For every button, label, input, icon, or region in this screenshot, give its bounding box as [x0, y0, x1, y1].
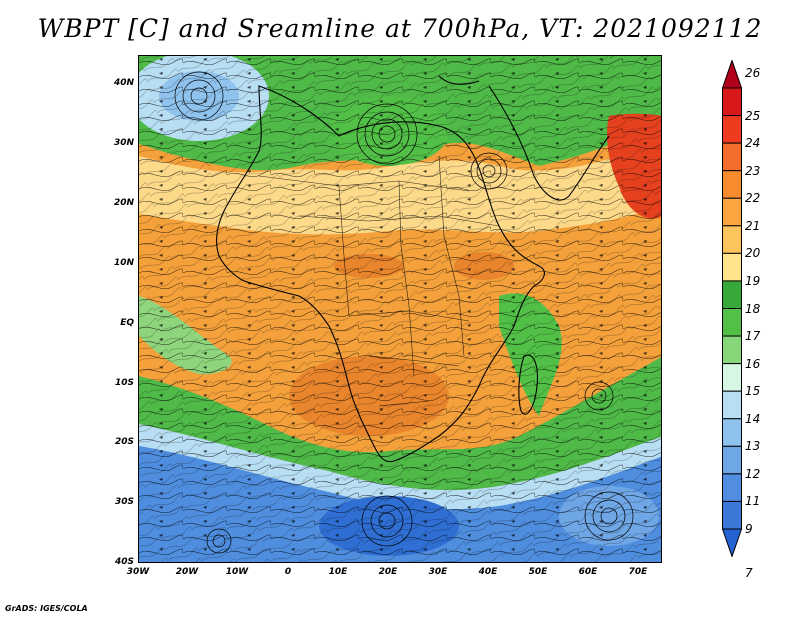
colorbar-swatch — [722, 473, 742, 502]
lon-label-20e: 20E — [378, 567, 398, 577]
colorbar-swatch — [722, 280, 742, 310]
lat-label-10n: 10N — [113, 258, 134, 268]
madagascar-coast — [518, 354, 538, 415]
colorbar-swatch — [722, 115, 742, 144]
colorbar-bottom-arrow — [722, 528, 742, 557]
country-borders — [258, 155, 500, 407]
cyclone-swirls — [174, 71, 634, 554]
colorbar-swatch — [722, 335, 742, 365]
lon-label-50e: 50E — [528, 567, 548, 577]
colorbar-swatch — [722, 445, 742, 475]
colorbar-swatch — [722, 170, 742, 199]
lon-label-10e: 10E — [328, 567, 348, 577]
colorbar-swatch — [722, 363, 742, 392]
colorbar-label: 20 — [745, 246, 761, 261]
colorbar-label: 23 — [745, 163, 761, 178]
map-title: WBPT [C] and Sreamline at 700hPa, VT: 20… — [37, 14, 763, 43]
lat-label-30s: 30S — [114, 497, 134, 507]
lon-label-60e: 60E — [578, 567, 598, 577]
colorbar-label: 25 — [745, 108, 761, 123]
wbpt-field-map — [139, 56, 661, 562]
lat-label-40n: 40N — [113, 78, 134, 88]
colorbar-swatch — [722, 252, 742, 282]
colorbar-label: 11 — [745, 494, 761, 509]
colorbar-swatch — [722, 197, 742, 227]
lon-label-70e: 70E — [628, 567, 648, 577]
colorbar-swatch — [722, 418, 742, 447]
lon-label-20w: 20W — [175, 567, 199, 577]
colorbar-label: 14 — [745, 411, 761, 426]
colorbar-swatch — [722, 308, 742, 337]
lon-label-10w: 10W — [225, 567, 249, 577]
colorbar-label: 24 — [745, 136, 761, 151]
lat-label-eq: EQ — [120, 318, 134, 328]
lat-label-20n: 20N — [113, 198, 134, 208]
lon-label-30e: 30E — [428, 567, 448, 577]
colorbar-label: 17 — [745, 329, 761, 344]
colorbar-swatch — [722, 500, 742, 530]
colorbar-label: 15 — [745, 384, 761, 399]
lat-label-30n: 30N — [113, 138, 134, 148]
colorbar — [722, 60, 742, 557]
colorbar-swatch — [722, 225, 742, 254]
lat-label-10s: 10S — [114, 378, 134, 388]
lon-label-0: 0 — [284, 567, 292, 577]
colorbar-top-arrow — [722, 60, 742, 89]
lat-label-20s: 20S — [114, 437, 134, 447]
lon-label-30w: 30W — [126, 567, 150, 577]
colorbar-label: 18 — [745, 301, 761, 316]
colorbar-label: 21 — [745, 218, 761, 233]
colorbar-label: 7 — [745, 566, 753, 581]
colorbar-swatch — [722, 87, 742, 117]
lat-label-40s: 40S — [114, 557, 134, 567]
colorbar-label: 19 — [745, 273, 761, 288]
colorbar-label: 22 — [745, 191, 761, 206]
colorbar-label: 26 — [745, 65, 761, 80]
colorbar-label: 9 — [745, 522, 753, 536]
colorbar-label: 16 — [745, 356, 761, 371]
grads-credit: GrADS: IGES/COLA — [5, 604, 88, 613]
lon-label-40e: 40E — [478, 567, 498, 577]
colorbar-swatch — [722, 142, 742, 172]
map-panel — [138, 55, 662, 563]
coastlines — [215, 75, 610, 463]
colorbar-label: 13 — [745, 439, 761, 454]
colorbar-label: 12 — [745, 466, 761, 481]
colorbar-swatch — [722, 390, 742, 420]
